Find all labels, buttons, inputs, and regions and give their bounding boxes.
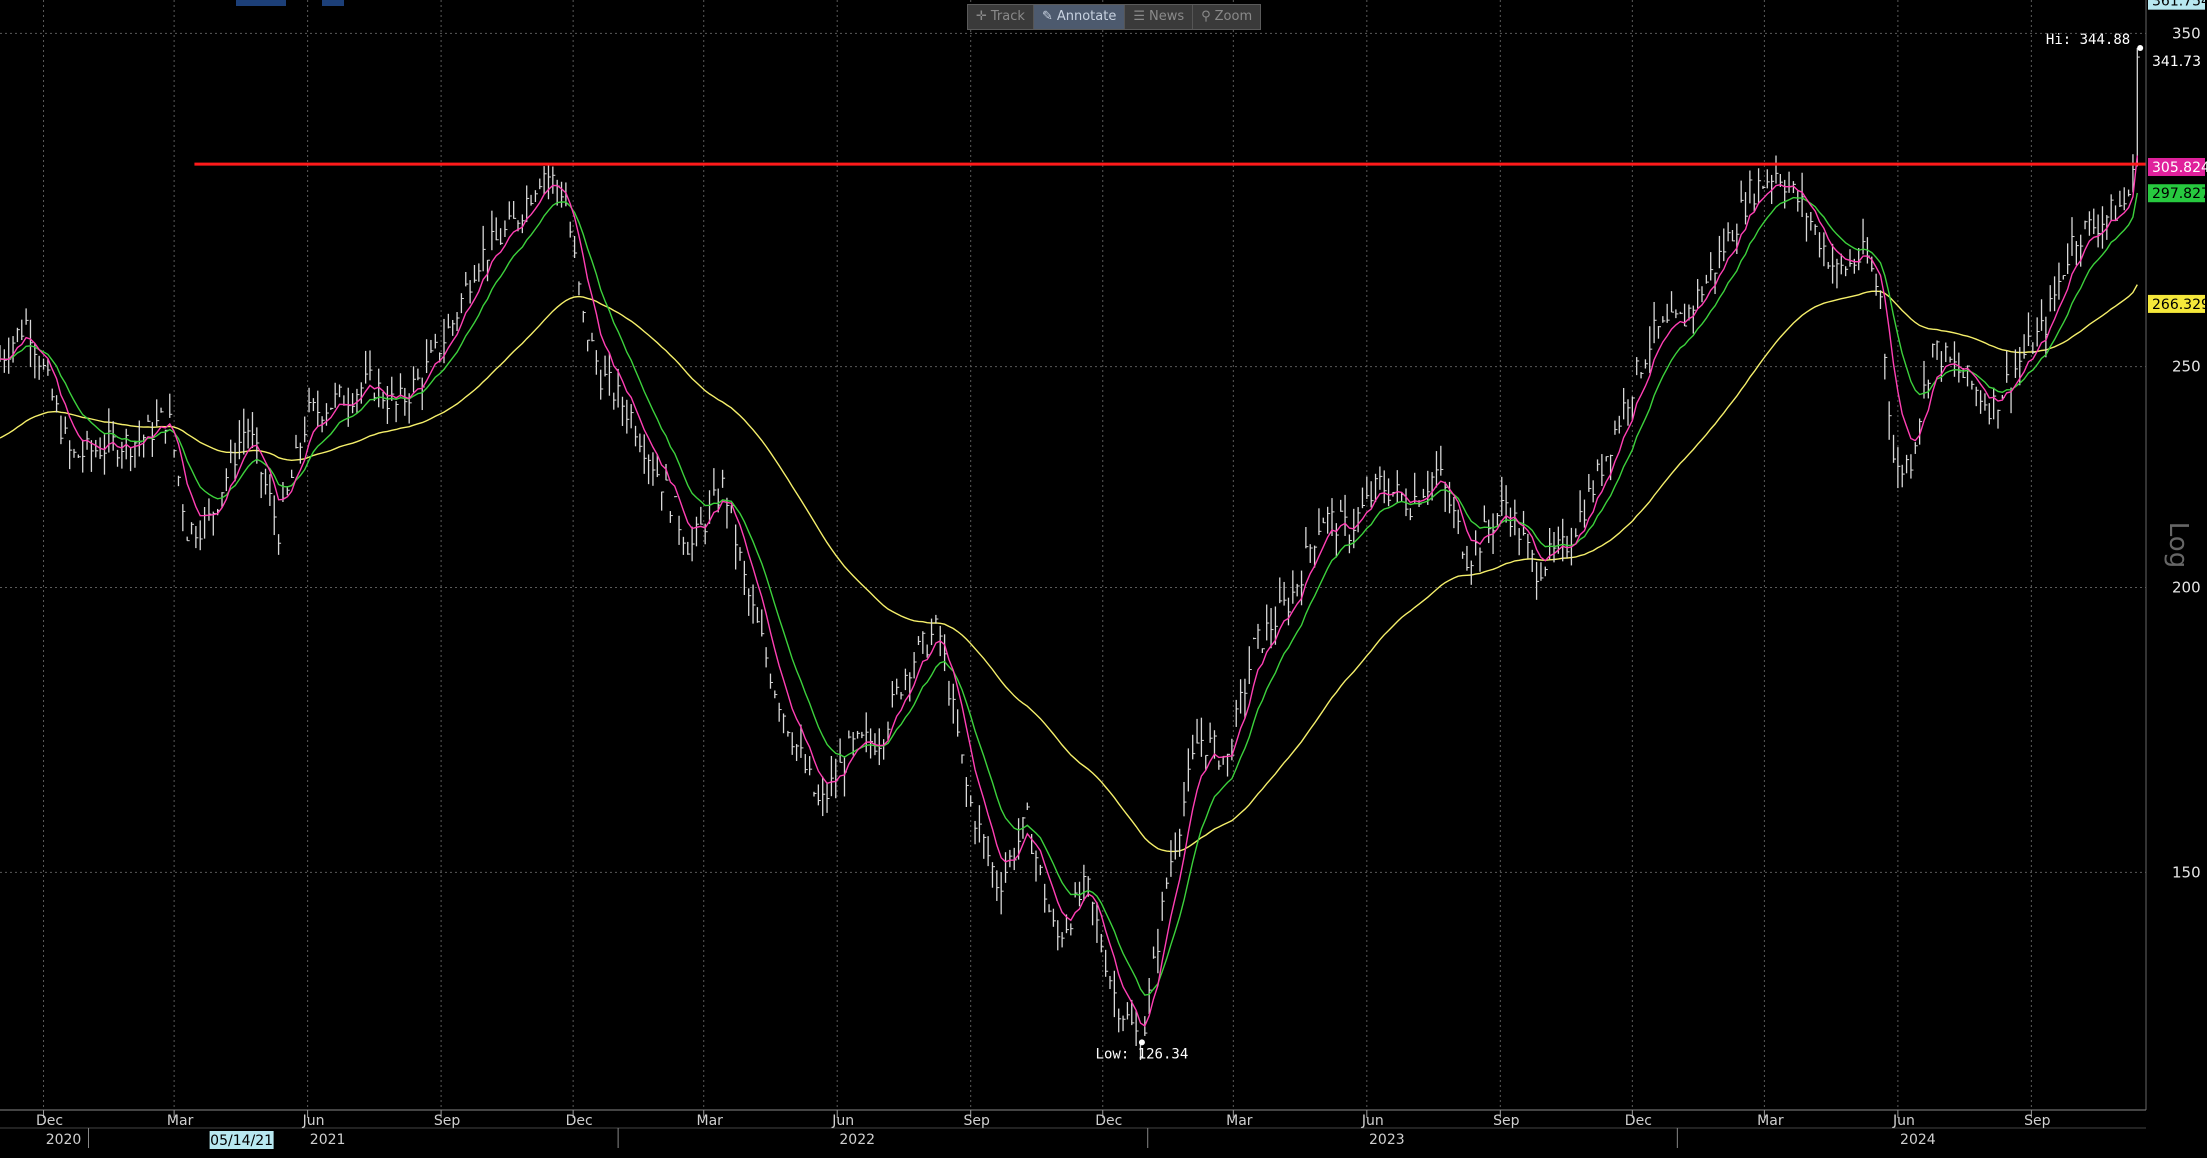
- x-month-label: Mar: [697, 1113, 724, 1129]
- x-month-label: Jun: [831, 1113, 854, 1129]
- x-month-label: Sep: [434, 1113, 461, 1129]
- x-month-label: Dec: [36, 1113, 63, 1129]
- y-tick-label: 200: [2172, 579, 2201, 597]
- x-month-label: Sep: [964, 1113, 991, 1129]
- high-marker: [2137, 44, 2144, 51]
- x-month-label: Sep: [2024, 1113, 2051, 1129]
- low-label: Low: 126.34: [1096, 1046, 1189, 1062]
- date-badge-bg: [209, 1131, 274, 1149]
- x-month-label: Sep: [1493, 1113, 1520, 1129]
- x-month-label: Mar: [1226, 1113, 1253, 1129]
- ma-slow-layer: [0, 284, 2138, 853]
- magnifier-icon: ⚲: [1201, 9, 1211, 24]
- x-axis-panel: [0, 1110, 2207, 1158]
- x-month-label: Mar: [1757, 1113, 1784, 1129]
- right-badges: 361.7541 341.73 305.824 297.827 266.329: [2148, 0, 2207, 313]
- price-badge-label: 305.824: [2152, 160, 2207, 176]
- date-badge-label: 05/14/21: [210, 1133, 273, 1149]
- x-year-label: 2024: [1900, 1132, 1936, 1148]
- y-tick-label: 350: [2172, 24, 2201, 42]
- x-month-label: Dec: [1625, 1113, 1652, 1129]
- y-tick-label: 250: [2172, 358, 2201, 376]
- price-badge: [2148, 184, 2205, 203]
- x-month-label: Jun: [1361, 1113, 1384, 1129]
- news-button[interactable]: ☰ News: [1125, 5, 1194, 29]
- x-month-label: Dec: [566, 1113, 593, 1129]
- annotate-label: Annotate: [1056, 9, 1117, 24]
- price-badge-label: 297.827: [2152, 186, 2207, 202]
- x-month-label: Jun: [302, 1113, 325, 1129]
- x-axis: Dec Mar Jun Sep Dec Mar Jun Sep Dec Mar Jun Sep Dec M…: [0, 1109, 2207, 1158]
- price-badge-label: 266.329: [2152, 297, 2207, 313]
- price-badge: [2148, 52, 2205, 71]
- plot-background: [0, 0, 2146, 1110]
- grid-lines: [0, 0, 2146, 1110]
- pencil-icon: ✎: [1041, 9, 1053, 24]
- x-year-label: 2022: [839, 1132, 875, 1148]
- track-label: Track: [990, 9, 1025, 24]
- news-icon: ☰: [1133, 9, 1145, 24]
- low-marker: [1138, 1039, 1145, 1046]
- ma-fast-line: [0, 155, 2138, 1027]
- x-year-label: 2023: [1369, 1132, 1405, 1148]
- x-month-label: Mar: [167, 1113, 194, 1129]
- x-year-label: 2020: [46, 1132, 82, 1148]
- crosshair-icon: ✛: [976, 9, 987, 24]
- x-year-label: 2021: [310, 1132, 346, 1148]
- zoom-label: Zoom: [1214, 9, 1253, 24]
- top-left-marker: [236, 0, 286, 6]
- annotate-button[interactable]: ✎ Annotate: [1033, 5, 1126, 29]
- high-label: Hi: 344.88: [2046, 32, 2130, 48]
- y-tick-label: 150: [2172, 863, 2201, 881]
- price-badge: [2148, 157, 2205, 176]
- ma-slow-line: [0, 284, 2138, 853]
- ma-mid-layer: [0, 192, 2138, 996]
- x-month-label: Jun: [1892, 1113, 1915, 1129]
- top-left-marker-2: [322, 0, 344, 6]
- zoom-button[interactable]: ⚲ Zoom: [1193, 5, 1260, 29]
- log-scale-label: Log: [2162, 521, 2193, 569]
- track-button[interactable]: ✛ Track: [968, 5, 1034, 29]
- price-badge: [2148, 0, 2205, 10]
- annotations: Hi: 344.88 Low: 126.34: [1096, 32, 2144, 1062]
- news-label: News: [1148, 9, 1185, 24]
- price-badge: [2148, 294, 2205, 313]
- chart-toolbar: ✛ Track ✎ Annotate ☰ News ⚲ Zoom: [967, 4, 1262, 30]
- ma-fast-layer: [0, 155, 2138, 1027]
- price-badge-label: 361.7541: [2152, 0, 2207, 10]
- x-month-label: Dec: [1095, 1113, 1122, 1129]
- price-badge-label: 341.73: [2152, 54, 2201, 70]
- ma-mid-line: [0, 192, 2138, 996]
